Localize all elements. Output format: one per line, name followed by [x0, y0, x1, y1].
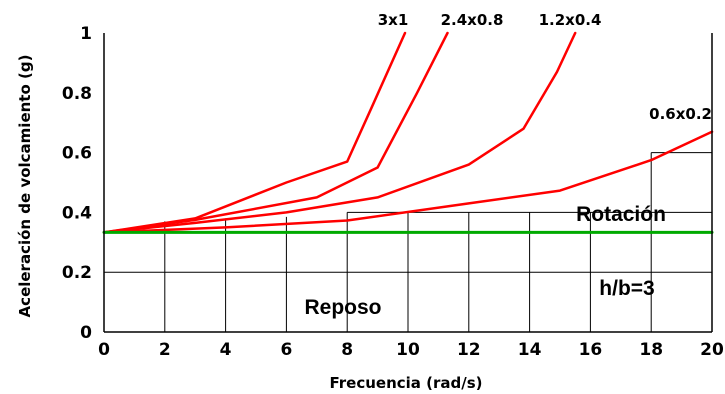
x-tick-label: 18	[639, 340, 663, 360]
x-tick-label: 10	[396, 340, 420, 360]
grid	[104, 152, 712, 332]
series-line-2-4x0-8	[102, 31, 449, 234]
series-label-0-6x0-2: 0.6x0.2	[649, 105, 712, 123]
x-tick-label: 4	[220, 340, 232, 360]
x-tick-label: 6	[280, 340, 292, 360]
series-line-0-6x0-2	[102, 130, 714, 234]
series-labels: 3x1 2.4x0.8 1.2x0.4 0.6x0.2	[378, 11, 712, 123]
x-tick-label: 12	[457, 340, 481, 360]
x-tick-label: 2	[159, 340, 171, 360]
series-label-1-2x0-4: 1.2x0.4	[539, 11, 602, 29]
series-line-3x1	[102, 31, 407, 234]
x-tick-label: 16	[579, 340, 603, 360]
x-tick-label: 14	[518, 340, 542, 360]
annotation-h-b-ratio: h/b=3	[599, 277, 654, 300]
annotation-reposo: Reposo	[304, 296, 381, 319]
x-axis-label: Frecuencia (rad/s)	[329, 374, 482, 392]
y-tick-label: 1	[80, 24, 92, 44]
series-label-3x1: 3x1	[378, 11, 409, 29]
series-line-1-2x0-4	[102, 31, 577, 234]
y-tick-label: 0	[80, 323, 92, 343]
y-tick-label: 0.6	[62, 144, 92, 164]
series-lines	[102, 31, 714, 234]
plot-frame	[103, 33, 713, 333]
y-axis-label: Aceleración de volcamiento (g)	[16, 55, 34, 318]
tick-labels: 0 2 4 6 8 10 12 14 16 18 20 0 0.2 0.4 0.6 0.8 1	[62, 24, 724, 360]
series-label-2-4x0-8: 2.4x0.8	[441, 11, 504, 29]
y-tick-label: 0.2	[62, 263, 92, 283]
y-tick-label: 0.4	[62, 203, 92, 223]
x-tick-label: 8	[341, 340, 353, 360]
annotation-rotacion: Rotación	[576, 203, 666, 226]
x-tick-label: 20	[700, 340, 724, 360]
y-tick-label: 0.8	[62, 84, 92, 104]
x-tick-label: 0	[98, 340, 110, 360]
